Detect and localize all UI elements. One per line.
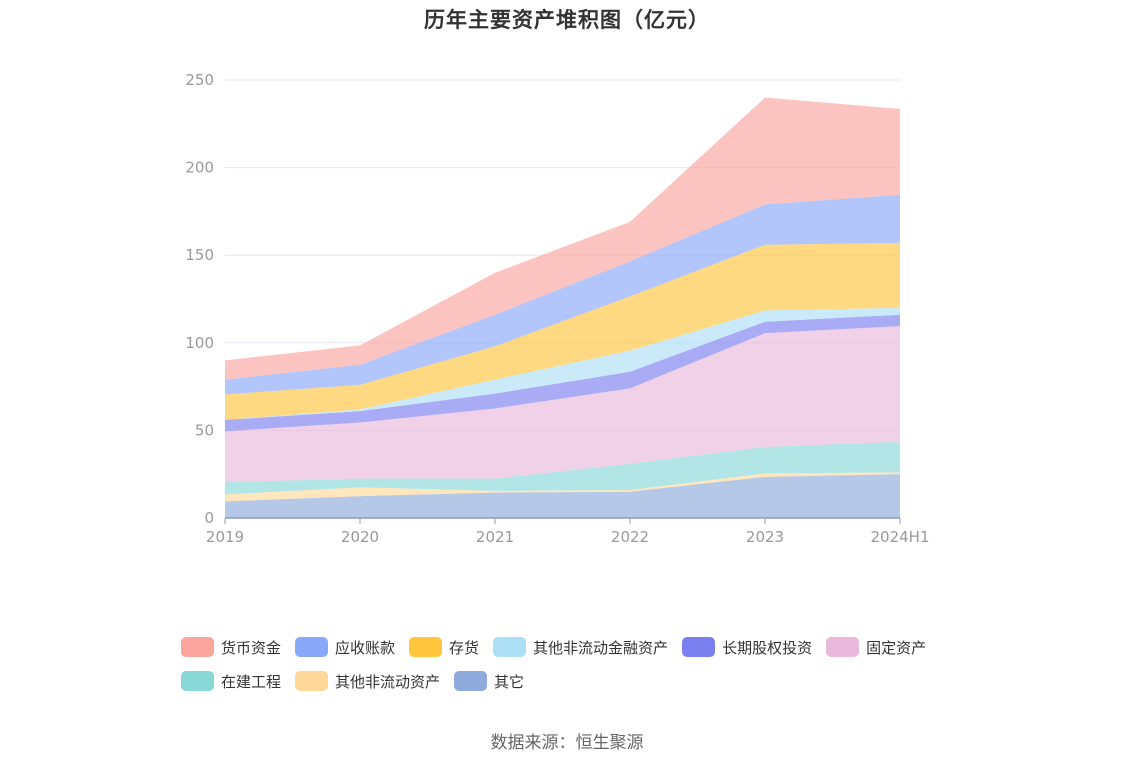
area-series-6 <box>225 242 900 420</box>
x-tick-label: 2024H1 <box>871 528 930 546</box>
legend-item[interactable]: 固定资产 <box>826 637 926 658</box>
legend-swatch <box>826 637 860 657</box>
legend-item[interactable]: 其他非流动金融资产 <box>493 637 668 658</box>
legend-item[interactable]: 货币资金 <box>181 637 281 658</box>
area-series-8 <box>225 97 900 380</box>
source-note: 数据来源：恒生聚源 <box>490 733 644 753</box>
y-tick-label: 0 <box>204 509 214 527</box>
area-series-7 <box>225 194 900 395</box>
legend-swatch <box>454 671 488 691</box>
legend-label: 货币资金 <box>221 638 282 657</box>
legend-label: 其他非流动金融资产 <box>533 638 669 657</box>
legend-label: 存货 <box>449 638 480 657</box>
legend-row: 在建工程 其他非流动资产 其它 <box>181 664 981 698</box>
axis-layer: 0 50 100 150 200 250 2019 2020 2021 2022 2023 2024H… <box>185 71 929 546</box>
legend-label: 长期股权投资 <box>722 638 813 657</box>
area-series-3 <box>225 326 900 483</box>
legend-item[interactable]: 存货 <box>409 637 479 658</box>
legend-swatch <box>181 637 214 657</box>
x-tick-label: 2020 <box>341 528 379 546</box>
legend-item[interactable]: 长期股权投资 <box>682 637 812 658</box>
area-layer <box>225 97 900 518</box>
legend-label: 其它 <box>494 672 525 691</box>
legend-row: 货币资金 应收账款 存货 其他非流动金融资产 长期股权投资 固定资产 <box>181 630 981 664</box>
legend-swatch <box>181 671 214 691</box>
legend: 货币资金 应收账款 存货 其他非流动金融资产 长期股权投资 固定资产 在建工程 其他非流动资… <box>181 630 981 698</box>
legend-swatch <box>295 671 329 691</box>
area-series-2 <box>225 441 900 495</box>
legend-item[interactable]: 应收账款 <box>295 637 395 658</box>
legend-label: 其他非流动资产 <box>335 672 441 691</box>
x-tick-label: 2019 <box>206 528 244 546</box>
y-tick-label: 100 <box>185 334 214 352</box>
x-tick-label: 2022 <box>611 528 649 546</box>
x-tick-label: 2021 <box>476 528 514 546</box>
chart-title: 历年主要资产堆积图（亿元） <box>424 8 710 32</box>
y-tick-label: 50 <box>195 421 214 439</box>
area-series-4 <box>225 314 900 432</box>
legend-swatch <box>682 637 716 657</box>
legend-swatch <box>493 637 527 657</box>
area-series-0 <box>225 474 900 518</box>
legend-item[interactable]: 其他非流动资产 <box>295 671 440 692</box>
legend-swatch <box>409 637 443 657</box>
legend-item[interactable]: 在建工程 <box>181 671 281 692</box>
y-tick-label: 200 <box>185 159 214 177</box>
y-tick-label: 250 <box>185 71 214 89</box>
legend-label: 固定资产 <box>866 638 927 657</box>
legend-swatch <box>295 637 329 657</box>
x-tick-label: 2023 <box>746 528 784 546</box>
area-series-1 <box>225 472 900 502</box>
y-tick-label: 150 <box>185 246 214 264</box>
legend-label: 在建工程 <box>221 672 282 691</box>
legend-label: 应收账款 <box>335 638 396 657</box>
legend-item[interactable]: 其它 <box>454 671 524 692</box>
